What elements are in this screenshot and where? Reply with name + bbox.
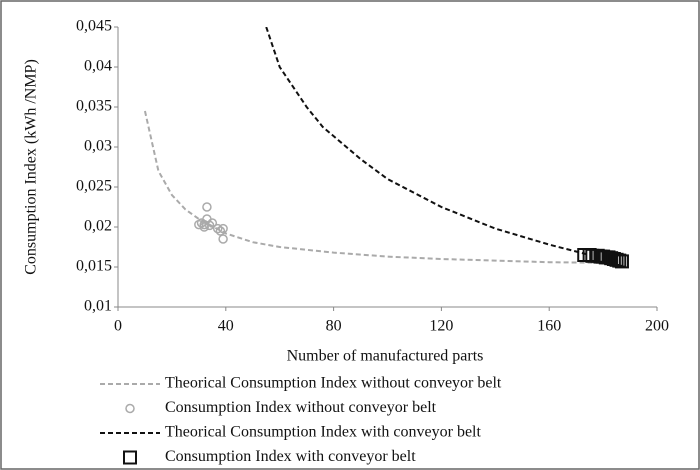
circle-marker <box>212 223 223 234</box>
legend-label: Consumption Index with conveyor belt <box>165 448 416 465</box>
y-tick-label: 0,01 <box>84 298 112 315</box>
x-tick-label: 40 <box>218 318 234 335</box>
y-tick-label: 0,045 <box>76 18 112 35</box>
x-tick-label: 80 <box>326 318 342 335</box>
circle-marker <box>204 220 215 231</box>
legend-label: Theorical Consumption Index with conveyo… <box>165 424 481 441</box>
y-axis-title: Consumption Index (kWh /NMP) <box>23 59 40 275</box>
y-tick-label: 0,03 <box>84 138 112 155</box>
y-tick-label: 0,02 <box>84 218 112 235</box>
circle-marker <box>125 403 135 414</box>
x-tick-label: 0 <box>114 318 122 335</box>
circle-marker <box>215 226 226 236</box>
x-tick-label: 160 <box>537 318 561 335</box>
x-tick-label: 120 <box>429 318 453 335</box>
line <box>143 110 617 264</box>
y-tick-label: 0,025 <box>76 178 112 195</box>
y-tick-label: 0,015 <box>76 258 112 275</box>
y-tick-label: 0,04 <box>84 58 112 75</box>
square-marker <box>123 450 137 465</box>
x-tick-label: 200 <box>645 318 669 335</box>
circle-marker <box>218 234 228 244</box>
circle-marker <box>207 218 218 228</box>
line <box>265 27 590 256</box>
square-marker <box>614 254 629 269</box>
legend-label: Consumption Index without conveyor belt <box>165 399 437 416</box>
x-axis-title: Number of manufactured parts <box>287 348 484 365</box>
y-tick-label: 0,035 <box>76 98 112 115</box>
circle-marker <box>218 223 228 234</box>
legend-label: Theorical Consumption Index without conv… <box>165 375 502 392</box>
circle-marker <box>202 202 212 212</box>
